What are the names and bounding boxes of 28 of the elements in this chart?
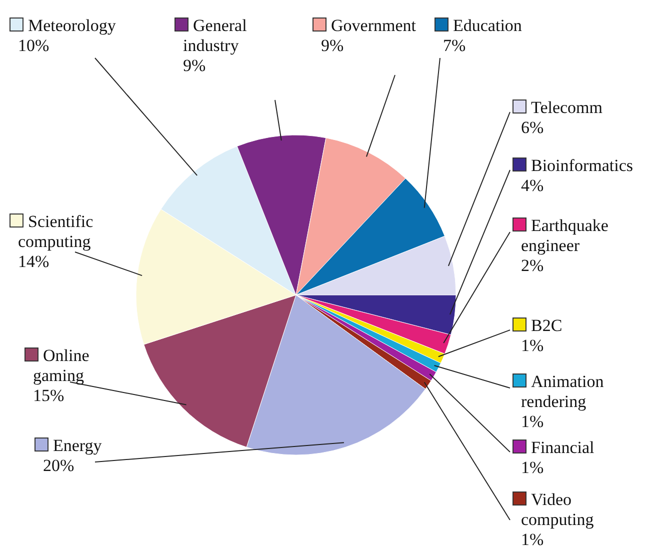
legend-label: Telecomm — [531, 98, 603, 117]
data-label: 9% — [183, 56, 206, 75]
legend-label: Government — [331, 16, 416, 35]
data-label: 2% — [521, 256, 544, 275]
legend-label: Education — [453, 16, 522, 35]
legend-label: Earthquake engineer — [521, 216, 608, 255]
legend-label: Scientific computing — [18, 212, 94, 251]
legend-label: Online gaming — [33, 346, 90, 385]
data-label: 1% — [521, 458, 544, 477]
legend-label: Animation rendering — [521, 372, 604, 411]
legend-label: Meteorology — [28, 16, 116, 35]
data-label: 14% — [18, 252, 50, 271]
legend-label: Video computing — [521, 490, 594, 529]
data-label: 10% — [18, 36, 50, 55]
legend-label: Energy — [53, 436, 102, 455]
legend-label: Bioinformatics — [531, 156, 633, 175]
data-label: 15% — [33, 386, 64, 405]
data-label: 4% — [521, 176, 544, 195]
data-label: 1% — [521, 530, 544, 549]
data-label: 6% — [521, 118, 544, 137]
data-label: 1% — [521, 412, 544, 431]
legend-label: B2C — [531, 316, 562, 335]
legend-label: Financial — [531, 438, 595, 457]
data-label: 7% — [443, 36, 466, 55]
data-label: 9% — [321, 36, 344, 55]
data-label: 20% — [43, 456, 74, 475]
data-label: 1% — [521, 336, 544, 355]
legend-label: General industry — [183, 16, 248, 55]
